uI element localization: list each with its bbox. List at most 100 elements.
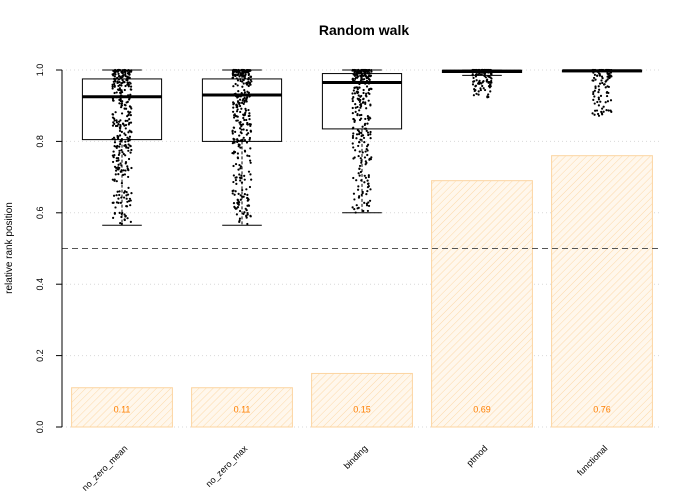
data-point <box>487 93 490 96</box>
data-point <box>367 118 370 121</box>
data-point <box>248 95 251 98</box>
y-tick-label: 0.2 <box>35 349 45 362</box>
data-point <box>113 165 117 168</box>
data-point <box>593 102 596 105</box>
data-point <box>363 181 366 184</box>
data-point <box>368 72 371 75</box>
data-point <box>238 217 242 220</box>
data-point <box>123 132 126 135</box>
data-point <box>604 86 607 89</box>
data-point <box>115 119 118 122</box>
data-point <box>352 157 355 160</box>
data-point <box>243 113 247 116</box>
data-point <box>120 94 123 97</box>
data-point <box>117 84 120 88</box>
data-point <box>114 124 118 128</box>
data-point <box>471 83 475 86</box>
data-point <box>369 81 372 84</box>
data-point <box>359 95 362 98</box>
data-point <box>359 106 362 109</box>
data-point <box>247 108 250 112</box>
data-point <box>247 72 251 76</box>
data-point <box>232 74 235 77</box>
data-point <box>358 86 361 89</box>
data-point <box>243 118 246 122</box>
data-point <box>239 176 242 180</box>
data-point <box>242 128 245 131</box>
data-point <box>237 90 240 93</box>
data-point <box>113 69 117 73</box>
data-point <box>248 114 251 117</box>
bar-layer: 0.11 0.11 0.15 0.69 0.76 <box>71 155 653 428</box>
data-point <box>369 133 372 136</box>
data-point <box>249 214 252 217</box>
data-point <box>369 130 372 134</box>
chart-title: Random walk <box>319 22 409 38</box>
data-point <box>129 199 132 202</box>
data-point <box>126 217 129 220</box>
data-point <box>117 153 121 157</box>
data-point <box>119 124 122 127</box>
data-point <box>113 178 116 181</box>
data-point <box>111 87 114 90</box>
data-point <box>236 205 240 209</box>
data-point <box>243 139 247 142</box>
data-point <box>368 92 371 96</box>
data-point <box>358 174 361 177</box>
data-point <box>489 69 492 72</box>
data-point <box>353 120 356 124</box>
data-point <box>239 123 242 126</box>
data-point <box>233 138 236 141</box>
data-point <box>118 193 121 197</box>
data-point <box>364 150 367 153</box>
data-point <box>231 71 235 75</box>
data-point <box>602 83 606 86</box>
data-point <box>360 131 363 135</box>
data-point <box>239 179 242 182</box>
data-point <box>363 174 366 177</box>
data-point <box>232 174 235 177</box>
data-point <box>238 201 241 204</box>
data-point <box>356 86 359 89</box>
data-point <box>471 74 474 77</box>
data-point <box>119 201 122 204</box>
data-point <box>598 74 602 77</box>
data-point <box>359 157 362 160</box>
data-point <box>120 130 123 133</box>
data-point <box>115 194 118 197</box>
data-point <box>113 211 116 215</box>
data-point <box>124 162 127 165</box>
data-point <box>116 80 119 83</box>
data-point <box>475 68 478 72</box>
data-point <box>367 77 371 81</box>
data-point <box>122 173 125 176</box>
data-point <box>356 88 359 91</box>
data-point <box>122 123 125 126</box>
data-point <box>593 109 597 112</box>
data-point <box>112 216 115 219</box>
data-point <box>367 143 370 146</box>
data-point <box>125 191 128 194</box>
data-point <box>245 100 248 103</box>
data-point <box>353 198 356 201</box>
data-point <box>365 192 368 196</box>
data-point <box>477 90 480 93</box>
data-point <box>596 74 599 77</box>
data-point <box>121 211 124 215</box>
data-point <box>112 194 116 197</box>
data-point <box>247 204 250 207</box>
data-point <box>351 136 355 139</box>
data-point <box>355 179 358 182</box>
data-point <box>250 80 253 83</box>
data-point <box>122 196 126 199</box>
data-point <box>232 69 235 72</box>
data-point <box>235 103 238 107</box>
y-tick-label: 1.0 <box>35 64 45 77</box>
data-point <box>124 84 127 88</box>
data-point <box>238 220 241 224</box>
data-point <box>597 88 601 91</box>
data-point <box>363 201 366 204</box>
data-point <box>240 72 243 76</box>
data-point <box>112 201 115 204</box>
data-point <box>120 112 124 115</box>
